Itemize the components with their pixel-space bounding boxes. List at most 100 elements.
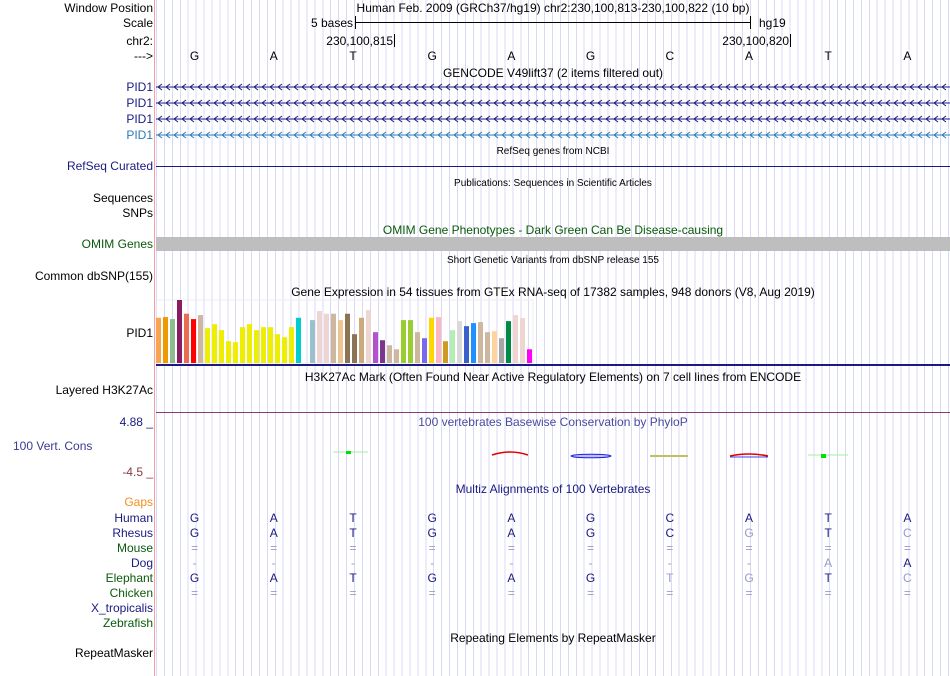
gtex-tissue-bar[interactable] <box>205 328 210 363</box>
gene-model[interactable] <box>156 82 950 92</box>
gtex-tissue-bar[interactable] <box>457 321 462 363</box>
species-label[interactable]: Mouse <box>116 541 153 555</box>
gtex-tissue-bar[interactable] <box>240 327 245 363</box>
gtex-tissue-bar[interactable] <box>415 332 420 363</box>
scale-bar <box>355 22 750 23</box>
gtex-tissue-bar[interactable] <box>219 330 224 363</box>
gtex-tissue-bar[interactable] <box>429 317 434 363</box>
gtex-tissue-bar[interactable] <box>394 349 399 363</box>
species-label[interactable]: X_tropicalis <box>90 601 153 615</box>
species-label[interactable]: Dog <box>130 556 153 570</box>
gtex-tissue-bar[interactable] <box>233 342 238 363</box>
gtex-tissue-bar[interactable] <box>485 332 490 363</box>
gtex-tissue-bar[interactable] <box>478 322 483 363</box>
species-label[interactable]: Zebrafish <box>102 616 153 630</box>
alignment-base: T <box>666 571 674 585</box>
gtex-tissue-bar[interactable] <box>520 318 525 363</box>
alignment-base: A <box>903 511 912 525</box>
gtex-tissue-bar[interactable] <box>331 313 336 363</box>
gene-model[interactable] <box>156 114 950 124</box>
species-label[interactable]: Chicken <box>109 586 153 600</box>
dbsnp-label[interactable]: Common dbSNP(155) <box>34 269 153 283</box>
window-position-value[interactable]: Human Feb. 2009 (GRCh37/hg19) chr2:230,1… <box>356 1 750 15</box>
gtex-tissue-bar[interactable] <box>226 341 231 363</box>
gtex-tissue-bar[interactable] <box>359 317 364 363</box>
omim-label[interactable]: OMIM Genes <box>81 237 153 251</box>
gtex-gene-label[interactable]: PID1 <box>126 326 153 340</box>
gtex-tissue-bar[interactable] <box>499 338 504 363</box>
gtex-tissue-bar[interactable] <box>408 320 413 363</box>
gtex-tissue-bar[interactable] <box>471 323 476 363</box>
gtex-tissue-bar[interactable] <box>212 324 217 363</box>
h3k27ac-line <box>156 412 950 413</box>
reference-base: T <box>349 49 357 63</box>
gtex-tissue-bar[interactable] <box>506 321 511 363</box>
alignment-base: A <box>744 511 753 525</box>
gtex-tissue-bar[interactable] <box>450 330 455 363</box>
gtex-tissue-bar[interactable] <box>177 300 182 363</box>
gtex-tissue-bar[interactable] <box>345 313 350 363</box>
gtex-tissue-bar[interactable] <box>352 334 357 363</box>
h3k27ac-label[interactable]: Layered H3K27Ac <box>55 383 153 397</box>
gene-label[interactable]: PID1 <box>126 112 153 126</box>
gtex-tissue-bar[interactable] <box>310 320 315 363</box>
gene-label[interactable]: PID1 <box>126 96 153 110</box>
phylop-mark <box>650 455 688 457</box>
gtex-tissue-bar[interactable] <box>338 320 343 363</box>
gtex-bar-chart[interactable] <box>155 299 535 365</box>
gtex-tissue-bar[interactable] <box>247 324 252 363</box>
alignment-base: G <box>427 571 437 585</box>
species-label[interactable]: Rhesus <box>112 526 153 540</box>
gtex-tissue-bar[interactable] <box>436 317 441 363</box>
gtex-tissue-bar[interactable] <box>366 310 371 363</box>
gtex-tissue-bar[interactable] <box>422 338 427 363</box>
gtex-tissue-bar[interactable] <box>198 315 203 363</box>
gtex-tissue-bar[interactable] <box>275 334 280 363</box>
gene-model[interactable] <box>156 130 950 140</box>
phylop-label[interactable]: 100 Vert. Cons <box>13 439 93 453</box>
gene-model[interactable] <box>156 98 950 108</box>
alignment-base: = <box>428 586 436 600</box>
gtex-tissue-bar[interactable] <box>387 345 392 363</box>
species-label[interactable]: Human <box>114 511 153 525</box>
gtex-tissue-bar[interactable] <box>268 327 273 363</box>
refseq-label[interactable]: RefSeq Curated <box>66 159 153 173</box>
gtex-tissue-bar[interactable] <box>170 319 175 363</box>
gtex-title: Gene Expression in 54 tissues from GTEx … <box>291 285 815 299</box>
gtex-tissue-bar[interactable] <box>464 326 469 363</box>
gtex-tissue-bar[interactable] <box>513 315 518 363</box>
gtex-tissue-bar[interactable] <box>289 327 294 363</box>
gtex-tissue-bar[interactable] <box>443 341 448 363</box>
gtex-tissue-bar[interactable] <box>261 327 266 363</box>
gene-label[interactable]: PID1 <box>126 80 153 94</box>
gtex-tissue-bar[interactable] <box>163 317 168 363</box>
gtex-tissue-bar[interactable] <box>191 319 196 363</box>
snps-label[interactable]: SNPs <box>122 206 153 220</box>
gtex-tissue-bar[interactable] <box>380 340 385 363</box>
gaps-label[interactable]: Gaps <box>124 495 153 509</box>
gtex-tissue-bar[interactable] <box>373 332 378 363</box>
sequences-label[interactable]: Sequences <box>92 191 153 205</box>
alignment-base: C <box>665 511 675 525</box>
gtex-tissue-bar[interactable] <box>401 320 406 363</box>
alignment-base: = <box>666 586 674 600</box>
alignment-base: = <box>191 586 199 600</box>
gene-label[interactable]: PID1 <box>126 128 153 142</box>
gtex-tissue-bar[interactable] <box>184 313 189 363</box>
alignment-base: = <box>587 586 595 600</box>
alignment-base: T <box>824 511 832 525</box>
omim-gene-bar[interactable] <box>156 237 950 251</box>
gtex-tissue-bar[interactable] <box>254 330 259 363</box>
gtex-tissue-bar[interactable] <box>296 317 301 363</box>
gtex-tissue-bar[interactable] <box>317 311 322 363</box>
species-label[interactable]: Elephant <box>105 571 153 585</box>
refseq-gene-line[interactable] <box>156 166 950 167</box>
repeatmasker-label[interactable]: RepeatMasker <box>74 646 153 660</box>
gtex-tissue-bar[interactable] <box>527 349 532 363</box>
gtex-tissue-bar[interactable] <box>324 313 329 363</box>
gtex-tissue-bar[interactable] <box>492 331 497 363</box>
dbsnp-title: Short Genetic Variants from dbSNP releas… <box>447 255 659 266</box>
gtex-tissue-bar[interactable] <box>282 337 287 363</box>
publications-title: Publications: Sequences in Scientific Ar… <box>454 178 652 189</box>
gtex-tissue-bar[interactable] <box>156 317 161 363</box>
